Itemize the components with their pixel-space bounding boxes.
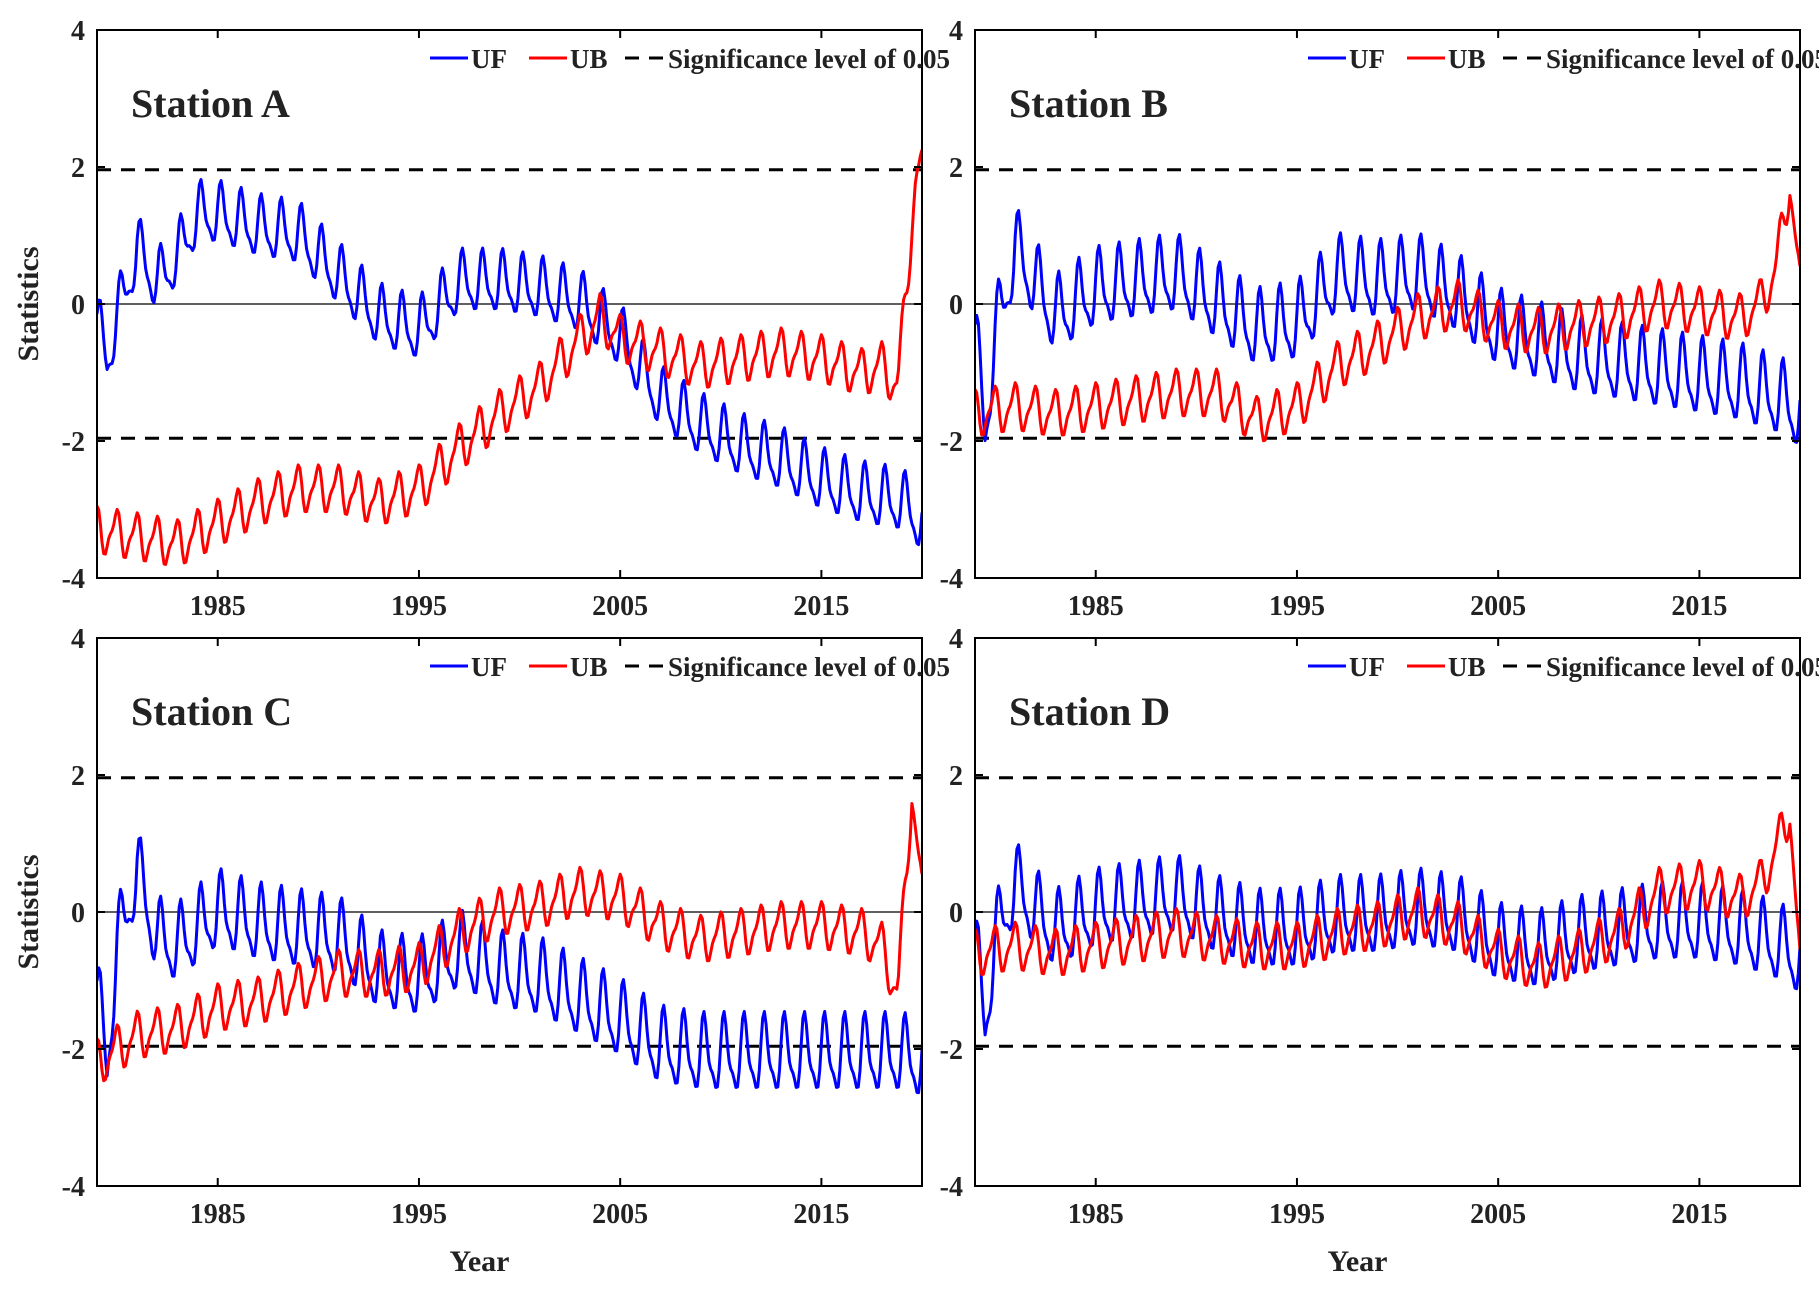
station-label: Station D (1009, 689, 1170, 734)
x-tick-label: 1985 (1068, 1199, 1124, 1230)
x-tick-label: 2015 (793, 591, 849, 622)
y-tick-label: -2 (62, 1035, 85, 1066)
y-tick-label: 2 (71, 153, 85, 184)
x-tick-label: 2005 (1470, 591, 1526, 622)
ub-series-line (97, 802, 922, 1083)
y-tick-label: 4 (71, 16, 85, 47)
panel-1: -4 -2 0 2 4 1985 1995 2005 2015 Statistics Station… (12, 16, 950, 622)
ub-series-line (97, 149, 922, 566)
x-tick-label: 2015 (793, 1199, 849, 1230)
legend: UF UB Significance level of 0.05 (430, 652, 950, 682)
y-tick-label: -4 (62, 1172, 85, 1203)
y-tick-label: -4 (940, 1172, 963, 1203)
legend-significance-label: Significance level of 0.05 (668, 44, 950, 74)
x-tick-label: 2005 (592, 1199, 648, 1230)
ub-series-line (975, 811, 1800, 989)
legend-significance-label: Significance level of 0.05 (668, 652, 950, 682)
legend: UF UB Significance level of 0.05 (430, 44, 950, 74)
y-tick-label: -4 (940, 564, 963, 595)
legend-ub-label: UB (570, 44, 608, 74)
y-tick-label: 2 (949, 761, 963, 792)
x-tick-label: 1995 (391, 591, 447, 622)
x-tick-label: 1995 (1269, 591, 1325, 622)
x-tick-label: 2015 (1671, 591, 1727, 622)
ub-series-line (975, 194, 1800, 443)
legend-ub-label: UB (1448, 44, 1486, 74)
y-tick-label: -2 (940, 1035, 963, 1066)
legend-uf-label: UF (1349, 652, 1385, 682)
station-label: Station B (1009, 81, 1168, 126)
legend-significance-label: Significance level of 0.05 (1546, 44, 1819, 74)
legend-significance-label: Significance level of 0.05 (1546, 652, 1819, 682)
legend: UF UB Significance level of 0.05 (1308, 652, 1819, 682)
uf-series-line (975, 209, 1800, 444)
legend-ub-label: UB (570, 652, 608, 682)
x-tick-label: 2005 (1470, 1199, 1526, 1230)
x-tick-label: 1985 (190, 1199, 246, 1230)
legend-uf-label: UF (471, 652, 507, 682)
station-label: Station C (131, 689, 292, 734)
y-tick-label: 0 (71, 898, 85, 929)
x-tick-label: 1985 (190, 591, 246, 622)
y-tick-label: 0 (949, 898, 963, 929)
uf-series-line (97, 178, 922, 547)
y-tick-label: 2 (949, 153, 963, 184)
station-label: Station A (131, 81, 290, 126)
y-tick-label: -4 (62, 564, 85, 595)
x-tick-label: 1995 (391, 1199, 447, 1230)
legend-uf-label: UF (471, 44, 507, 74)
y-tick-label: 4 (949, 16, 963, 47)
y-axis-label: Statistics (12, 247, 45, 362)
panel-2: -4 -2 0 2 4 1985 1995 2005 2015 Station B UF UB Sign… (940, 16, 1819, 622)
y-tick-label: 0 (71, 290, 85, 321)
y-tick-label: 2 (71, 761, 85, 792)
x-axis-label: Year (450, 1245, 510, 1278)
y-tick-label: 4 (949, 624, 963, 655)
panel-3: -4 -2 0 2 4 1985 1995 2005 2015 Statistics Station… (12, 624, 950, 1230)
y-tick-label: 4 (71, 624, 85, 655)
uf-series-line (97, 836, 922, 1095)
x-tick-label: 2005 (592, 591, 648, 622)
x-tick-label: 1995 (1269, 1199, 1325, 1230)
y-tick-label: -2 (62, 427, 85, 458)
x-tick-label: 2015 (1671, 1199, 1727, 1230)
x-tick-label: 1985 (1068, 591, 1124, 622)
y-tick-label: -2 (940, 427, 963, 458)
legend-ub-label: UB (1448, 652, 1486, 682)
y-tick-label: 0 (949, 290, 963, 321)
legend: UF UB Significance level of 0.05 (1308, 44, 1819, 74)
panel-4: -4 -2 0 2 4 1985 1995 2005 2015 Station D UF UB Sign… (940, 624, 1819, 1230)
y-axis-label: Statistics (12, 855, 45, 970)
legend-uf-label: UF (1349, 44, 1385, 74)
x-axis-label: Year (1328, 1245, 1388, 1278)
